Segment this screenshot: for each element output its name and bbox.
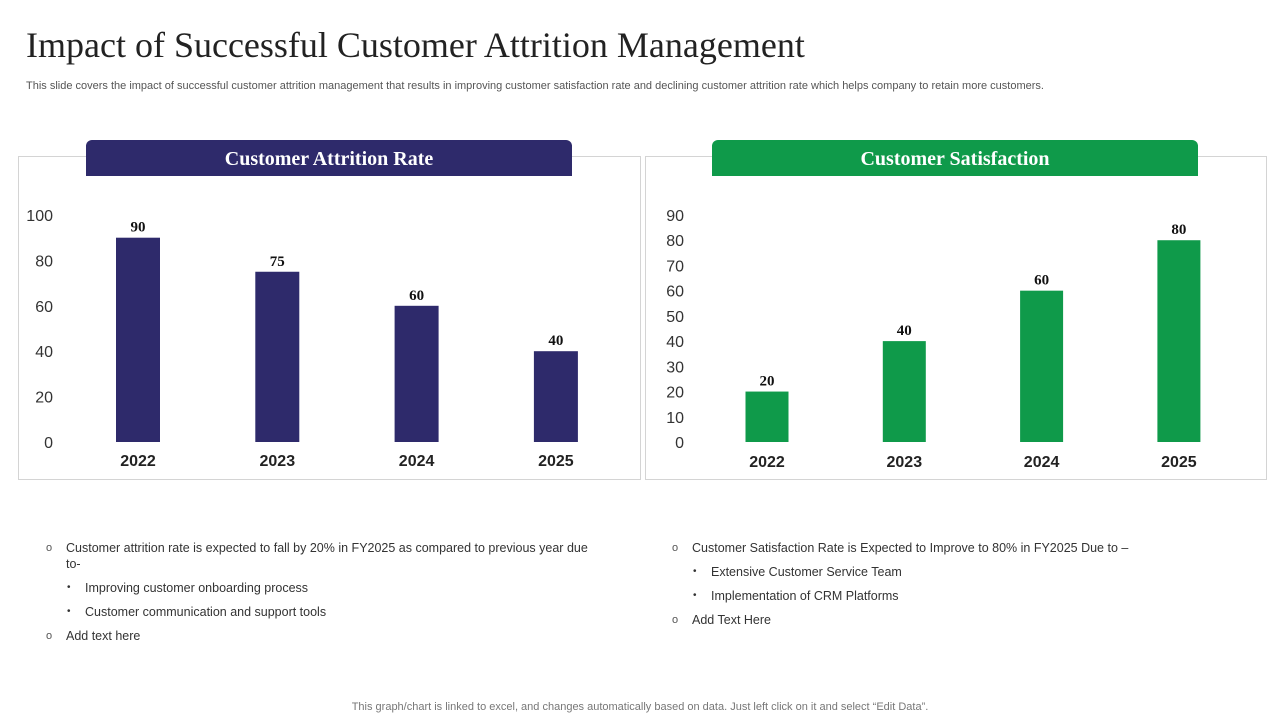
attrition-chart-header: Customer Attrition Rate: [86, 140, 572, 176]
data-label: 80: [1171, 222, 1186, 238]
y-tick-label: 20: [666, 385, 684, 402]
bullet-icon: •: [693, 590, 697, 601]
x-tick-label: 2022: [749, 454, 785, 471]
note-text[interactable]: Add text here: [66, 629, 141, 643]
note-item: o Customer attrition rate is expected to…: [44, 540, 604, 572]
x-tick-label: 2023: [260, 453, 296, 470]
data-label: 75: [270, 254, 285, 270]
attrition-notes: o Customer attrition rate is expected to…: [44, 540, 604, 652]
y-tick-label: 90: [666, 208, 684, 225]
x-tick-label: 2022: [120, 453, 156, 470]
data-label: 20: [760, 374, 775, 390]
y-tick-label: 40: [666, 334, 684, 351]
note-text: Customer Satisfaction Rate is Expected t…: [692, 541, 1129, 555]
circle-bullet-icon: o: [672, 614, 679, 626]
bar-2022: [116, 237, 160, 442]
bar-2023: [255, 271, 300, 442]
note-subitem: • Implementation of CRM Platforms: [670, 588, 1230, 604]
x-tick-label: 2025: [538, 453, 574, 470]
x-tick-label: 2025: [1161, 454, 1197, 471]
y-tick-label: 10: [666, 410, 684, 427]
data-label: 40: [897, 323, 912, 339]
bar-2025: [533, 351, 578, 442]
y-tick-label: 70: [666, 258, 684, 275]
satisfaction-chart-header: Customer Satisfaction: [712, 140, 1198, 176]
y-tick-label: 40: [35, 344, 53, 361]
y-tick-label: 0: [44, 435, 53, 452]
y-tick-label: 80: [666, 233, 684, 250]
bar-2024: [1020, 290, 1064, 442]
y-tick-label: 30: [666, 359, 684, 376]
page-subtitle: This slide covers the impact of successf…: [26, 80, 1044, 92]
circle-bullet-icon: o: [46, 542, 53, 554]
note-subitem-text: Extensive Customer Service Team: [711, 565, 902, 579]
circle-bullet-icon: o: [46, 630, 53, 642]
bar-2023: [882, 341, 926, 442]
note-text: Customer attrition rate is expected to f…: [66, 541, 588, 571]
y-tick-label: 80: [35, 253, 53, 270]
bullet-icon: •: [67, 582, 71, 593]
note-text[interactable]: Add Text Here: [692, 613, 771, 627]
attrition-bar-chart: 0 20 40 60 80 100 90 2022 75 2023 60 2024 40 2025: [26, 208, 578, 470]
bar-2024: [394, 305, 439, 442]
satisfaction-bar-chart: 0 10 20 30 40 50 60 70 80 90 20 2022 40 2023 60 2024 80 2…: [666, 208, 1201, 471]
note-subitem-text: Implementation of CRM Platforms: [711, 589, 899, 603]
note-item: o Add Text Here: [670, 612, 1230, 628]
note-subitem: • Improving customer onboarding process: [44, 580, 604, 596]
bullet-icon: •: [67, 606, 71, 617]
circle-bullet-icon: o: [672, 542, 679, 554]
data-label: 60: [409, 288, 424, 304]
note-item: o Add text here: [44, 628, 604, 644]
data-label: 90: [131, 220, 146, 236]
data-label: 40: [548, 333, 563, 349]
x-tick-label: 2024: [399, 453, 435, 470]
y-tick-label: 100: [26, 208, 53, 225]
y-tick-label: 50: [666, 309, 684, 326]
y-tick-label: 60: [35, 299, 53, 316]
page-title: Impact of Successful Customer Attrition …: [26, 25, 805, 65]
bar-2022: [745, 391, 789, 442]
note-subitem: • Customer communication and support too…: [44, 604, 604, 620]
note-subitem-text: Improving customer onboarding process: [85, 581, 309, 595]
x-tick-label: 2024: [1024, 454, 1060, 471]
footer-note: This graph/chart is linked to excel, and…: [351, 701, 929, 713]
note-subitem: • Extensive Customer Service Team: [670, 564, 1230, 580]
y-tick-label: 60: [666, 284, 684, 301]
satisfaction-notes: o Customer Satisfaction Rate is Expected…: [670, 540, 1230, 636]
x-tick-label: 2023: [887, 454, 923, 471]
y-tick-label: 0: [675, 435, 684, 452]
note-subitem-text: Customer communication and support tools: [85, 605, 327, 619]
attrition-chart-panel[interactable]: 0 20 40 60 80 100 90 2022 75 2023 60 2024 40 2025: [18, 156, 641, 480]
y-tick-label: 20: [35, 390, 53, 407]
note-item: o Customer Satisfaction Rate is Expected…: [670, 540, 1230, 556]
satisfaction-chart-panel[interactable]: 0 10 20 30 40 50 60 70 80 90 20 2022 40 2023 60 2024 80 2…: [645, 156, 1267, 480]
bullet-icon: •: [693, 566, 697, 577]
bar-2025: [1157, 240, 1201, 442]
data-label: 60: [1034, 273, 1049, 289]
